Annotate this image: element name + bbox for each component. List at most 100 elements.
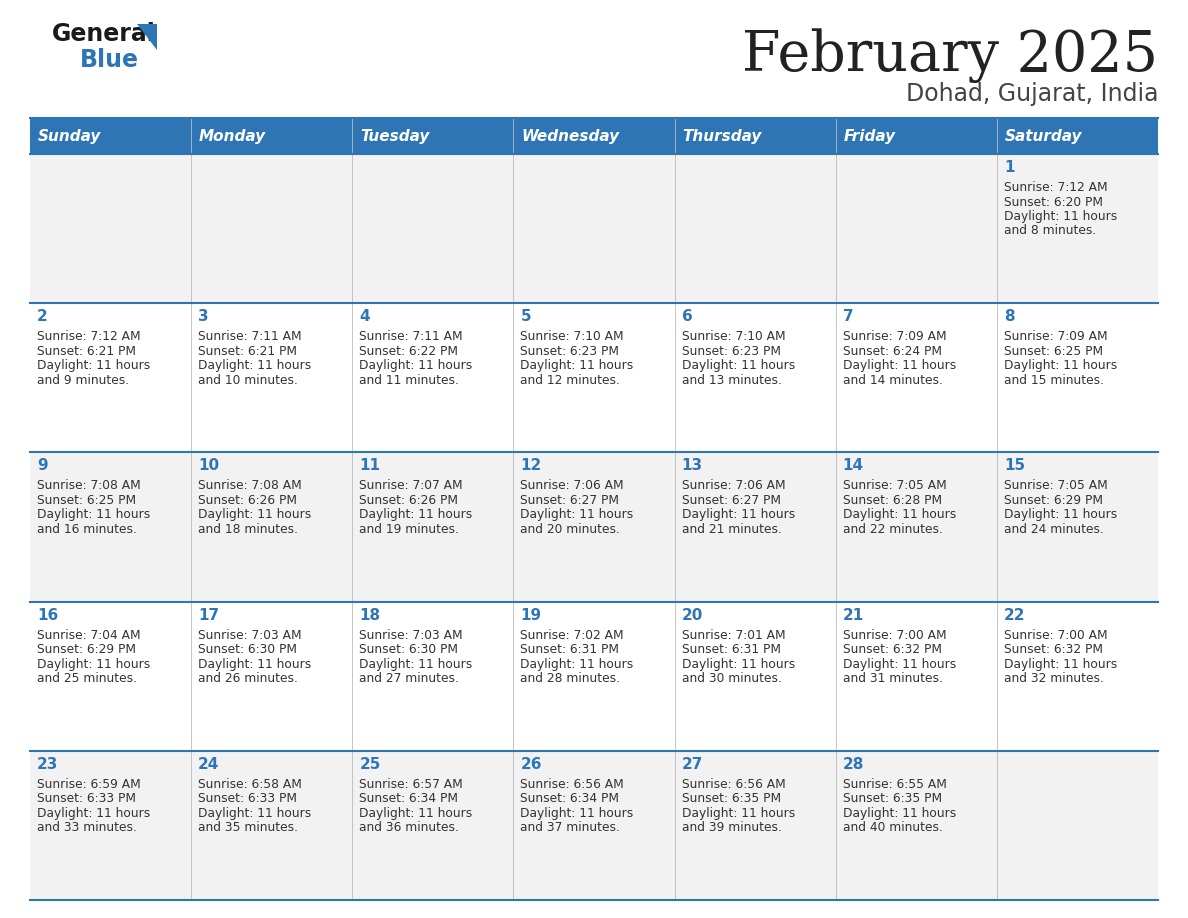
Text: Sunset: 6:34 PM: Sunset: 6:34 PM — [520, 792, 619, 805]
Text: 27: 27 — [682, 756, 703, 772]
Text: Daylight: 11 hours: Daylight: 11 hours — [842, 657, 956, 671]
Text: Dohad, Gujarat, India: Dohad, Gujarat, India — [905, 82, 1158, 106]
Text: 28: 28 — [842, 756, 864, 772]
Text: and 8 minutes.: and 8 minutes. — [1004, 225, 1097, 238]
Text: Sunset: 6:26 PM: Sunset: 6:26 PM — [198, 494, 297, 507]
Text: Sunrise: 6:56 AM: Sunrise: 6:56 AM — [682, 778, 785, 790]
Bar — [30, 453, 1158, 601]
Text: Daylight: 11 hours: Daylight: 11 hours — [682, 509, 795, 521]
Text: Daylight: 11 hours: Daylight: 11 hours — [842, 509, 956, 521]
Text: Sunset: 6:31 PM: Sunset: 6:31 PM — [682, 644, 781, 656]
Text: Sunrise: 7:01 AM: Sunrise: 7:01 AM — [682, 629, 785, 642]
Text: Thursday: Thursday — [683, 129, 762, 143]
Text: Sunrise: 7:00 AM: Sunrise: 7:00 AM — [1004, 629, 1107, 642]
Text: Daylight: 11 hours: Daylight: 11 hours — [37, 509, 150, 521]
Text: Sunrise: 7:12 AM: Sunrise: 7:12 AM — [1004, 181, 1107, 194]
Text: and 14 minutes.: and 14 minutes. — [842, 374, 942, 386]
Text: and 33 minutes.: and 33 minutes. — [37, 822, 137, 834]
Text: and 37 minutes.: and 37 minutes. — [520, 822, 620, 834]
Text: Sunset: 6:35 PM: Sunset: 6:35 PM — [842, 792, 942, 805]
Text: Daylight: 11 hours: Daylight: 11 hours — [842, 359, 956, 372]
Text: 4: 4 — [359, 309, 369, 324]
Text: 26: 26 — [520, 756, 542, 772]
Text: Sunset: 6:29 PM: Sunset: 6:29 PM — [1004, 494, 1102, 507]
Text: Daylight: 11 hours: Daylight: 11 hours — [1004, 657, 1117, 671]
Text: Sunrise: 7:03 AM: Sunrise: 7:03 AM — [359, 629, 463, 642]
Text: Daylight: 11 hours: Daylight: 11 hours — [1004, 210, 1117, 223]
Text: Daylight: 11 hours: Daylight: 11 hours — [682, 807, 795, 820]
Text: February 2025: February 2025 — [742, 28, 1158, 83]
Text: Sunrise: 7:09 AM: Sunrise: 7:09 AM — [1004, 330, 1107, 343]
Text: 7: 7 — [842, 309, 853, 324]
Text: Sunset: 6:31 PM: Sunset: 6:31 PM — [520, 644, 619, 656]
Text: Daylight: 11 hours: Daylight: 11 hours — [520, 509, 633, 521]
Text: Sunday: Sunday — [38, 129, 101, 143]
Text: Sunset: 6:28 PM: Sunset: 6:28 PM — [842, 494, 942, 507]
Text: Sunrise: 7:11 AM: Sunrise: 7:11 AM — [359, 330, 463, 343]
Text: 10: 10 — [198, 458, 220, 474]
Bar — [30, 751, 1158, 900]
Text: and 16 minutes.: and 16 minutes. — [37, 523, 137, 536]
Text: 20: 20 — [682, 608, 703, 622]
Text: Sunrise: 7:02 AM: Sunrise: 7:02 AM — [520, 629, 624, 642]
Text: Sunrise: 7:04 AM: Sunrise: 7:04 AM — [37, 629, 140, 642]
Text: Sunrise: 6:58 AM: Sunrise: 6:58 AM — [198, 778, 302, 790]
Text: Sunrise: 7:05 AM: Sunrise: 7:05 AM — [1004, 479, 1107, 492]
Text: and 35 minutes.: and 35 minutes. — [198, 822, 298, 834]
Text: Sunset: 6:30 PM: Sunset: 6:30 PM — [198, 644, 297, 656]
Text: 12: 12 — [520, 458, 542, 474]
Text: Sunset: 6:26 PM: Sunset: 6:26 PM — [359, 494, 459, 507]
Bar — [30, 601, 1158, 751]
Text: and 12 minutes.: and 12 minutes. — [520, 374, 620, 386]
Text: Sunrise: 7:11 AM: Sunrise: 7:11 AM — [198, 330, 302, 343]
Text: Sunset: 6:32 PM: Sunset: 6:32 PM — [842, 644, 942, 656]
Text: Sunrise: 6:56 AM: Sunrise: 6:56 AM — [520, 778, 624, 790]
Text: 5: 5 — [520, 309, 531, 324]
Text: and 32 minutes.: and 32 minutes. — [1004, 672, 1104, 685]
Text: Daylight: 11 hours: Daylight: 11 hours — [359, 807, 473, 820]
Text: Sunset: 6:34 PM: Sunset: 6:34 PM — [359, 792, 459, 805]
Text: 22: 22 — [1004, 608, 1025, 622]
Text: Daylight: 11 hours: Daylight: 11 hours — [520, 807, 633, 820]
Text: and 39 minutes.: and 39 minutes. — [682, 822, 782, 834]
Text: Monday: Monday — [200, 129, 266, 143]
Text: 6: 6 — [682, 309, 693, 324]
Text: Daylight: 11 hours: Daylight: 11 hours — [682, 359, 795, 372]
Text: and 19 minutes.: and 19 minutes. — [359, 523, 459, 536]
Text: Sunset: 6:20 PM: Sunset: 6:20 PM — [1004, 196, 1102, 208]
Text: Daylight: 11 hours: Daylight: 11 hours — [842, 807, 956, 820]
Polygon shape — [137, 24, 157, 50]
Text: 24: 24 — [198, 756, 220, 772]
Text: Sunrise: 6:55 AM: Sunrise: 6:55 AM — [842, 778, 947, 790]
Text: Sunset: 6:21 PM: Sunset: 6:21 PM — [198, 344, 297, 358]
Text: Daylight: 11 hours: Daylight: 11 hours — [198, 657, 311, 671]
Bar — [30, 154, 1158, 303]
Text: 14: 14 — [842, 458, 864, 474]
Text: Daylight: 11 hours: Daylight: 11 hours — [682, 657, 795, 671]
Text: Sunset: 6:24 PM: Sunset: 6:24 PM — [842, 344, 942, 358]
Text: 8: 8 — [1004, 309, 1015, 324]
Text: and 30 minutes.: and 30 minutes. — [682, 672, 782, 685]
Text: Sunset: 6:29 PM: Sunset: 6:29 PM — [37, 644, 135, 656]
Text: Sunrise: 7:06 AM: Sunrise: 7:06 AM — [682, 479, 785, 492]
Text: Daylight: 11 hours: Daylight: 11 hours — [198, 359, 311, 372]
Text: 18: 18 — [359, 608, 380, 622]
Text: 23: 23 — [37, 756, 58, 772]
Text: and 21 minutes.: and 21 minutes. — [682, 523, 782, 536]
Text: Daylight: 11 hours: Daylight: 11 hours — [37, 657, 150, 671]
Text: Sunrise: 7:12 AM: Sunrise: 7:12 AM — [37, 330, 140, 343]
Text: Sunrise: 7:07 AM: Sunrise: 7:07 AM — [359, 479, 463, 492]
Text: Sunrise: 7:06 AM: Sunrise: 7:06 AM — [520, 479, 624, 492]
Text: Daylight: 11 hours: Daylight: 11 hours — [198, 807, 311, 820]
Text: Saturday: Saturday — [1005, 129, 1082, 143]
Text: 1: 1 — [1004, 160, 1015, 175]
Text: Daylight: 11 hours: Daylight: 11 hours — [520, 359, 633, 372]
Text: 3: 3 — [198, 309, 209, 324]
Text: Sunrise: 7:08 AM: Sunrise: 7:08 AM — [198, 479, 302, 492]
Text: Daylight: 11 hours: Daylight: 11 hours — [37, 359, 150, 372]
Text: Sunrise: 7:08 AM: Sunrise: 7:08 AM — [37, 479, 140, 492]
Text: 15: 15 — [1004, 458, 1025, 474]
Text: Sunrise: 7:00 AM: Sunrise: 7:00 AM — [842, 629, 947, 642]
Text: 2: 2 — [37, 309, 48, 324]
Text: Sunset: 6:22 PM: Sunset: 6:22 PM — [359, 344, 459, 358]
